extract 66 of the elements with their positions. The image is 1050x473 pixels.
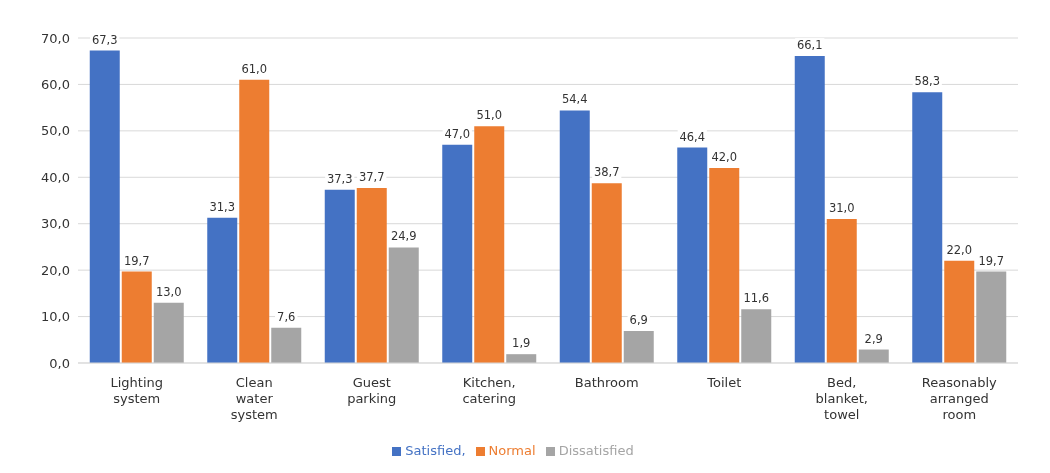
data-label: 19,7	[123, 253, 150, 268]
y-tick-label: 40,0	[41, 169, 70, 185]
data-label: 24,9	[390, 229, 417, 244]
data-label: 11,6	[743, 291, 770, 306]
x-tick-label: Reasonably arranged room	[921, 375, 998, 422]
bar	[388, 247, 419, 363]
data-label: 46,4	[679, 129, 706, 144]
bar	[207, 217, 238, 363]
data-label: 13,0	[155, 284, 182, 299]
data-label: 42,0	[711, 150, 738, 164]
x-tick-label: Bathroom	[574, 375, 639, 390]
data-label: 7,6	[277, 309, 296, 324]
bar	[153, 302, 184, 363]
bar	[912, 92, 943, 363]
bar	[356, 187, 387, 363]
bar	[944, 260, 975, 363]
data-label: 31,0	[828, 201, 855, 216]
y-tick-label: 30,0	[41, 216, 70, 232]
bar	[677, 147, 708, 363]
y-tick-label: 70,0	[41, 30, 70, 46]
bar	[741, 309, 772, 363]
legend-label: Satisfied,	[405, 443, 466, 458]
bar	[239, 79, 270, 363]
data-label: 37,3	[326, 171, 353, 186]
data-label: 2,9	[864, 331, 883, 346]
legend-label: Normal	[488, 443, 536, 458]
x-tick-label: Lighting system	[110, 375, 164, 406]
x-tick-label: Toilet	[706, 375, 742, 390]
y-tick-label: 50,0	[41, 123, 70, 139]
data-label: 1,9	[512, 336, 531, 351]
data-label: 61,0	[241, 61, 268, 76]
data-label: 19,7	[978, 253, 1005, 268]
bar	[89, 50, 120, 363]
y-tick-label: 0,0	[49, 355, 70, 371]
bar	[709, 168, 740, 363]
bar	[474, 126, 505, 363]
data-label: 31,3	[209, 199, 236, 214]
bar	[591, 183, 622, 363]
bar	[794, 56, 825, 363]
y-tick-label: 60,0	[41, 77, 70, 93]
y-tick-label: 20,0	[41, 262, 70, 278]
data-label: 66,1	[796, 38, 823, 53]
data-label: 51,0	[476, 108, 503, 123]
bar	[506, 354, 537, 363]
bar	[271, 327, 302, 363]
data-label: 47,0	[444, 126, 471, 141]
bar	[559, 110, 590, 363]
x-tick-label: Kitchen, catering	[462, 375, 517, 406]
bar	[976, 271, 1007, 363]
bar	[121, 271, 152, 363]
x-tick-label: Guest parking	[347, 375, 397, 406]
data-label: 6,9	[629, 312, 648, 327]
bar	[826, 219, 857, 363]
x-tick-label: Clean water system	[230, 375, 278, 422]
bar	[442, 144, 473, 363]
data-label: 67,3	[91, 32, 118, 47]
data-label: 54,4	[561, 92, 588, 107]
data-label: 22,0	[946, 242, 973, 257]
y-tick-label: 10,0	[41, 309, 70, 325]
legend-label: Dissatisfied	[558, 443, 634, 458]
data-label: 58,3	[914, 74, 941, 89]
data-label: 37,7	[358, 169, 385, 184]
x-tick-label: Bed, blanket, towel	[815, 375, 868, 422]
data-label: 38,7	[593, 165, 620, 180]
bar	[623, 330, 654, 363]
bar	[324, 189, 355, 363]
